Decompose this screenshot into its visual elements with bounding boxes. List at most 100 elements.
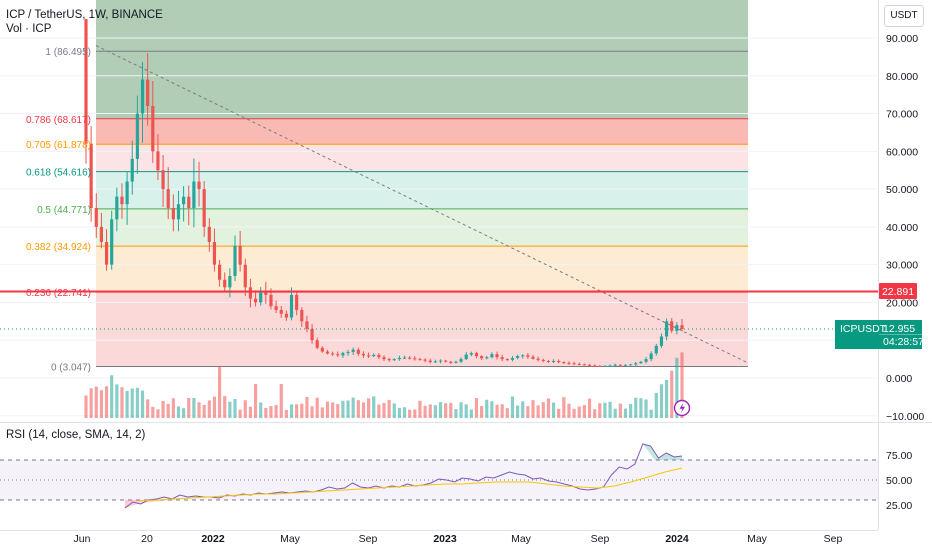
volume-bar (531, 400, 535, 418)
volume-bar (557, 408, 561, 418)
candle-body (192, 181, 196, 208)
volume-bar (444, 403, 448, 418)
volume-bar (480, 406, 484, 418)
candle-body (490, 354, 494, 358)
candle-body (202, 189, 206, 227)
fib-level-label: 0.5 (44.771) (37, 205, 91, 216)
candle-body (382, 357, 386, 360)
volume-bar (587, 398, 592, 418)
fib-level-label: 0 (3.047) (51, 362, 91, 373)
volume-bar (248, 406, 253, 418)
volume-bar (546, 398, 551, 418)
candle-body (305, 321, 309, 329)
volume-bar (325, 401, 330, 418)
rsi-oversold-fill (125, 500, 170, 508)
volume-bar (110, 375, 114, 418)
price-tick-label: 50.000 (886, 184, 918, 196)
candle-body (598, 365, 602, 367)
candle-body (140, 79, 145, 114)
candle-body (346, 351, 350, 354)
candle-body (618, 364, 622, 366)
candle-body (464, 354, 468, 360)
candle-body (94, 208, 98, 227)
volume-bar (490, 401, 494, 418)
time-tick-label: Sep (591, 533, 610, 545)
fib-level-label: 0.618 (54.616) (26, 168, 91, 179)
rsi-pane[interactable] (0, 443, 878, 509)
time-tick-label: Sep (824, 533, 843, 545)
currency-button[interactable]: USDT (884, 5, 924, 27)
volume-bar (361, 402, 366, 418)
candle-body (675, 325, 679, 331)
volume-bar (397, 407, 402, 418)
candle-body (495, 354, 499, 358)
volume-bar (295, 404, 299, 418)
volume-bar (253, 384, 258, 418)
price-tick-label: 30.000 (886, 260, 918, 272)
candle-body (161, 170, 165, 190)
volume-bar (582, 405, 586, 418)
volume-bar (423, 405, 427, 418)
candle-body (156, 151, 160, 171)
volume-bar (372, 396, 376, 418)
candle-body (89, 143, 93, 208)
candle-body (110, 219, 114, 265)
dashed-trendline[interactable] (95, 45, 749, 364)
candle-body (577, 364, 581, 366)
volume-bar (603, 402, 607, 418)
candle-body (99, 226, 104, 242)
volume-bar (598, 403, 602, 418)
candle-body (397, 357, 402, 360)
volume-bar (315, 397, 319, 418)
candle-body (151, 106, 155, 152)
time-tick-label: 20 (141, 533, 153, 545)
candle-body (135, 113, 139, 159)
fibonacci-level-labels: 1 (86.495) 0.786 (68.617) 0.705 (61.878) 0.… (26, 47, 91, 373)
candle-body (593, 365, 597, 367)
resistance-price-badge: 22.891 (879, 283, 917, 299)
time-tick-label: Jun (74, 533, 91, 545)
rsi-axis[interactable]: 75.00 50.00 25.00 (886, 450, 912, 512)
candle-body (238, 245, 242, 265)
rsi-legend[interactable]: RSI (14, close, SMA, 14, 2) (6, 429, 146, 441)
volume-bar (474, 398, 479, 418)
candle-body (243, 264, 247, 288)
price-tick-label: 60.000 (886, 146, 918, 158)
volume-bar (521, 401, 525, 418)
candle-body (146, 79, 150, 106)
lightning-alert-icon[interactable] (673, 399, 691, 417)
rsi-background-band (0, 460, 878, 500)
candle-body (562, 362, 566, 364)
time-axis[interactable]: Jun 20 2022 May Sep 2023 May Sep 2024 May Sep (74, 533, 843, 545)
fib-band-top (96, 0, 748, 52)
candle-body (603, 365, 607, 367)
time-tick-label: May (280, 533, 301, 545)
chart-title[interactable]: ICP / TetherUS, 1W, BINANCE (6, 9, 163, 21)
candle-body (197, 181, 201, 190)
fib-level-label: 0.705 (61.878) (26, 140, 91, 151)
volume-bar (274, 405, 278, 418)
candle-body (387, 359, 391, 361)
candle-body (248, 287, 253, 299)
volume-bar (228, 401, 232, 418)
candle-body (336, 354, 340, 356)
symbol-price-badge[interactable]: ICPUSDT 12.955 04:28:57 (835, 320, 924, 349)
candle-body (182, 196, 186, 205)
candle-body (84, 19, 88, 144)
candle-body (510, 357, 515, 360)
rsi-tick-label: 75.00 (886, 450, 912, 462)
volume-bar (377, 404, 381, 418)
candle-body (649, 353, 653, 360)
volume-legend[interactable]: Vol · ICP (6, 23, 52, 35)
candle-body (217, 264, 222, 280)
candle-body (402, 357, 407, 359)
candle-body (176, 204, 181, 220)
volume-bar (305, 396, 309, 418)
candle-body (104, 242, 109, 265)
volume-bar (608, 401, 612, 418)
candle-body (505, 359, 509, 361)
volume-bar (217, 366, 222, 418)
volume-bar (279, 384, 283, 418)
